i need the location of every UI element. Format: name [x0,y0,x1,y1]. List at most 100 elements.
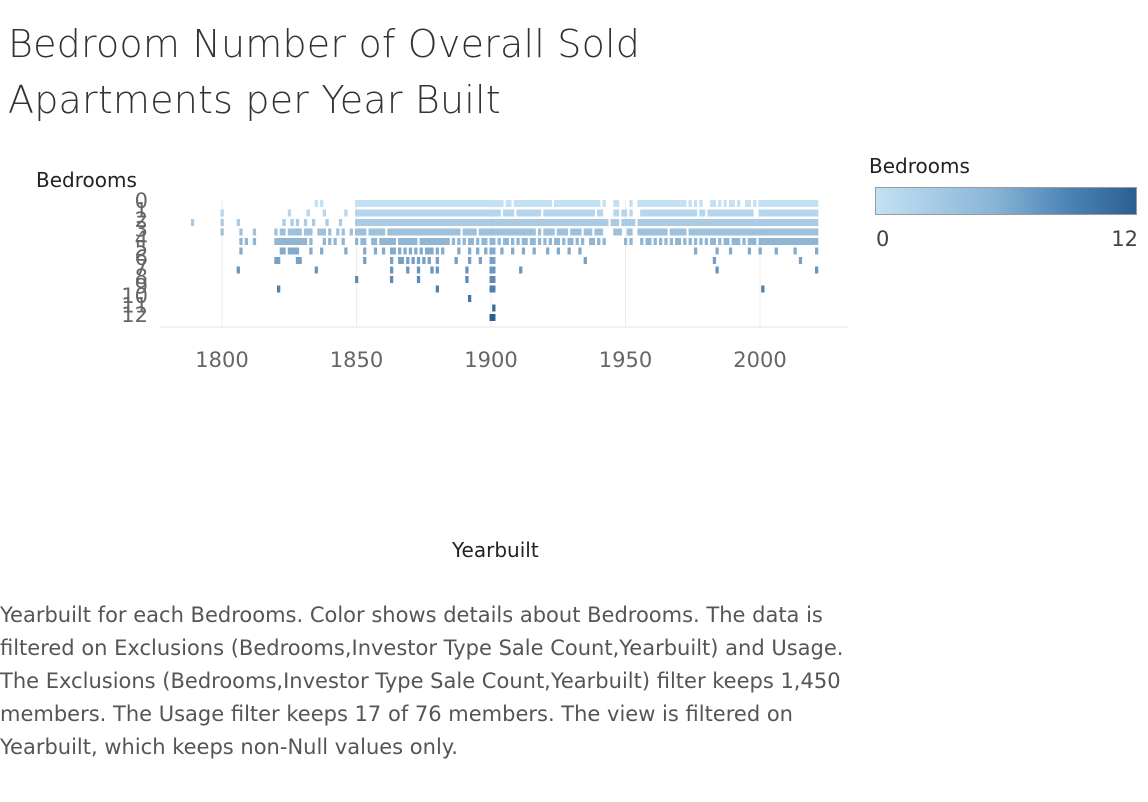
heatmap-cell[interactable] [516,200,520,207]
heatmap-cell[interactable] [562,200,566,207]
heatmap-cell[interactable] [494,209,499,217]
heatmap-cell[interactable] [357,219,361,226]
heatmap-cell[interactable] [804,219,808,226]
heatmap-cell[interactable] [376,219,380,226]
heatmap-cell[interactable] [726,219,730,226]
heatmap-cell[interactable] [276,238,281,245]
heatmap-cell[interactable] [311,219,316,226]
heatmap-cell[interactable] [467,238,472,245]
heatmap-cell[interactable] [699,209,703,217]
heatmap-cell[interactable] [403,209,407,217]
heatmap-cell[interactable] [435,266,439,274]
heatmap-cell[interactable] [435,209,439,217]
heatmap-cell[interactable] [446,200,450,207]
heatmap-cell[interactable] [481,228,485,236]
heatmap-cell[interactable] [712,200,717,207]
heatmap-cell[interactable] [521,247,526,255]
heatmap-cell[interactable] [511,238,515,245]
heatmap-cell[interactable] [602,200,606,207]
heatmap-cell[interactable] [594,219,598,226]
heatmap-cell[interactable] [736,200,741,207]
heatmap-cell[interactable] [406,219,410,226]
heatmap-cell[interactable] [451,209,456,217]
heatmap-cell[interactable] [489,266,493,274]
heatmap-cell[interactable] [723,200,727,207]
heatmap-cell[interactable] [780,228,784,236]
heatmap-cell[interactable] [368,209,372,217]
heatmap-cell[interactable] [190,219,195,226]
heatmap-cell[interactable] [532,238,536,245]
heatmap-cell[interactable] [465,209,469,217]
heatmap-cell[interactable] [473,228,477,236]
heatmap-cell[interactable] [591,200,596,207]
heatmap-cell[interactable] [379,209,383,217]
heatmap-cell[interactable] [720,209,725,217]
heatmap-cell[interactable] [804,238,808,245]
heatmap-cell[interactable] [564,228,569,236]
heatmap-cell[interactable] [761,238,765,245]
heatmap-cell[interactable] [476,209,480,217]
heatmap-cell[interactable] [771,238,776,245]
heatmap-cell[interactable] [411,228,415,236]
heatmap-cell[interactable] [766,238,770,245]
heatmap-cell[interactable] [295,219,300,226]
heatmap-cell[interactable] [492,314,496,321]
heatmap-cell[interactable] [355,238,359,245]
heatmap-cell[interactable] [801,238,805,245]
heatmap-cell[interactable] [392,209,396,217]
heatmap-cell[interactable] [462,200,466,207]
heatmap-cell[interactable] [433,228,437,236]
heatmap-cell[interactable] [309,247,313,255]
heatmap-cell[interactable] [570,219,574,226]
heatmap-cell[interactable] [578,228,582,236]
heatmap-cell[interactable] [650,200,655,207]
heatmap-cell[interactable] [554,238,558,245]
heatmap-cell[interactable] [545,219,550,226]
heatmap-cell[interactable] [715,247,719,255]
heatmap-cell[interactable] [572,228,577,236]
heatmap-cell[interactable] [755,228,760,236]
heatmap-cell[interactable] [392,200,396,207]
heatmap-cell[interactable] [513,219,517,226]
heatmap-cell[interactable] [438,238,442,245]
heatmap-cell[interactable] [758,219,762,226]
heatmap-cell[interactable] [357,209,361,217]
heatmap-cell[interactable] [774,238,778,245]
heatmap-cell[interactable] [645,228,649,236]
heatmap-cell[interactable] [387,228,391,236]
heatmap-cell[interactable] [602,238,606,245]
heatmap-cell[interactable] [672,219,676,226]
heatmap-cell[interactable] [693,247,698,255]
heatmap-cell[interactable] [688,209,692,217]
heatmap-cell[interactable] [798,200,803,207]
heatmap-cell[interactable] [699,238,703,245]
heatmap-cell[interactable] [675,219,679,226]
heatmap-cell[interactable] [344,247,348,255]
heatmap-cell[interactable] [371,228,375,236]
heatmap-cell[interactable] [497,200,501,207]
heatmap-cell[interactable] [747,228,752,236]
heatmap-cell[interactable] [761,228,765,236]
heatmap-cell[interactable] [615,209,620,217]
heatmap-cell[interactable] [782,228,786,236]
heatmap-cell[interactable] [570,209,574,217]
heatmap-cell[interactable] [497,209,501,217]
heatmap-cell[interactable] [371,200,375,207]
heatmap-cell[interactable] [433,209,437,217]
heatmap-cell[interactable] [718,219,722,226]
heatmap-cell[interactable] [685,209,690,217]
heatmap-cell[interactable] [755,219,760,226]
heatmap-cell[interactable] [710,238,714,245]
heatmap-cell[interactable] [801,209,805,217]
heatmap-cell[interactable] [360,209,364,217]
heatmap-cell[interactable] [484,219,488,226]
heatmap-cell[interactable] [532,247,536,255]
heatmap-cell[interactable] [589,200,593,207]
heatmap-cell[interactable] [422,238,426,245]
heatmap-cell[interactable] [761,209,765,217]
heatmap-cell[interactable] [785,238,789,245]
heatmap-cell[interactable] [406,200,410,207]
heatmap-cell[interactable] [804,228,808,236]
heatmap-cell[interactable] [516,209,520,217]
heatmap-cell[interactable] [605,219,609,226]
